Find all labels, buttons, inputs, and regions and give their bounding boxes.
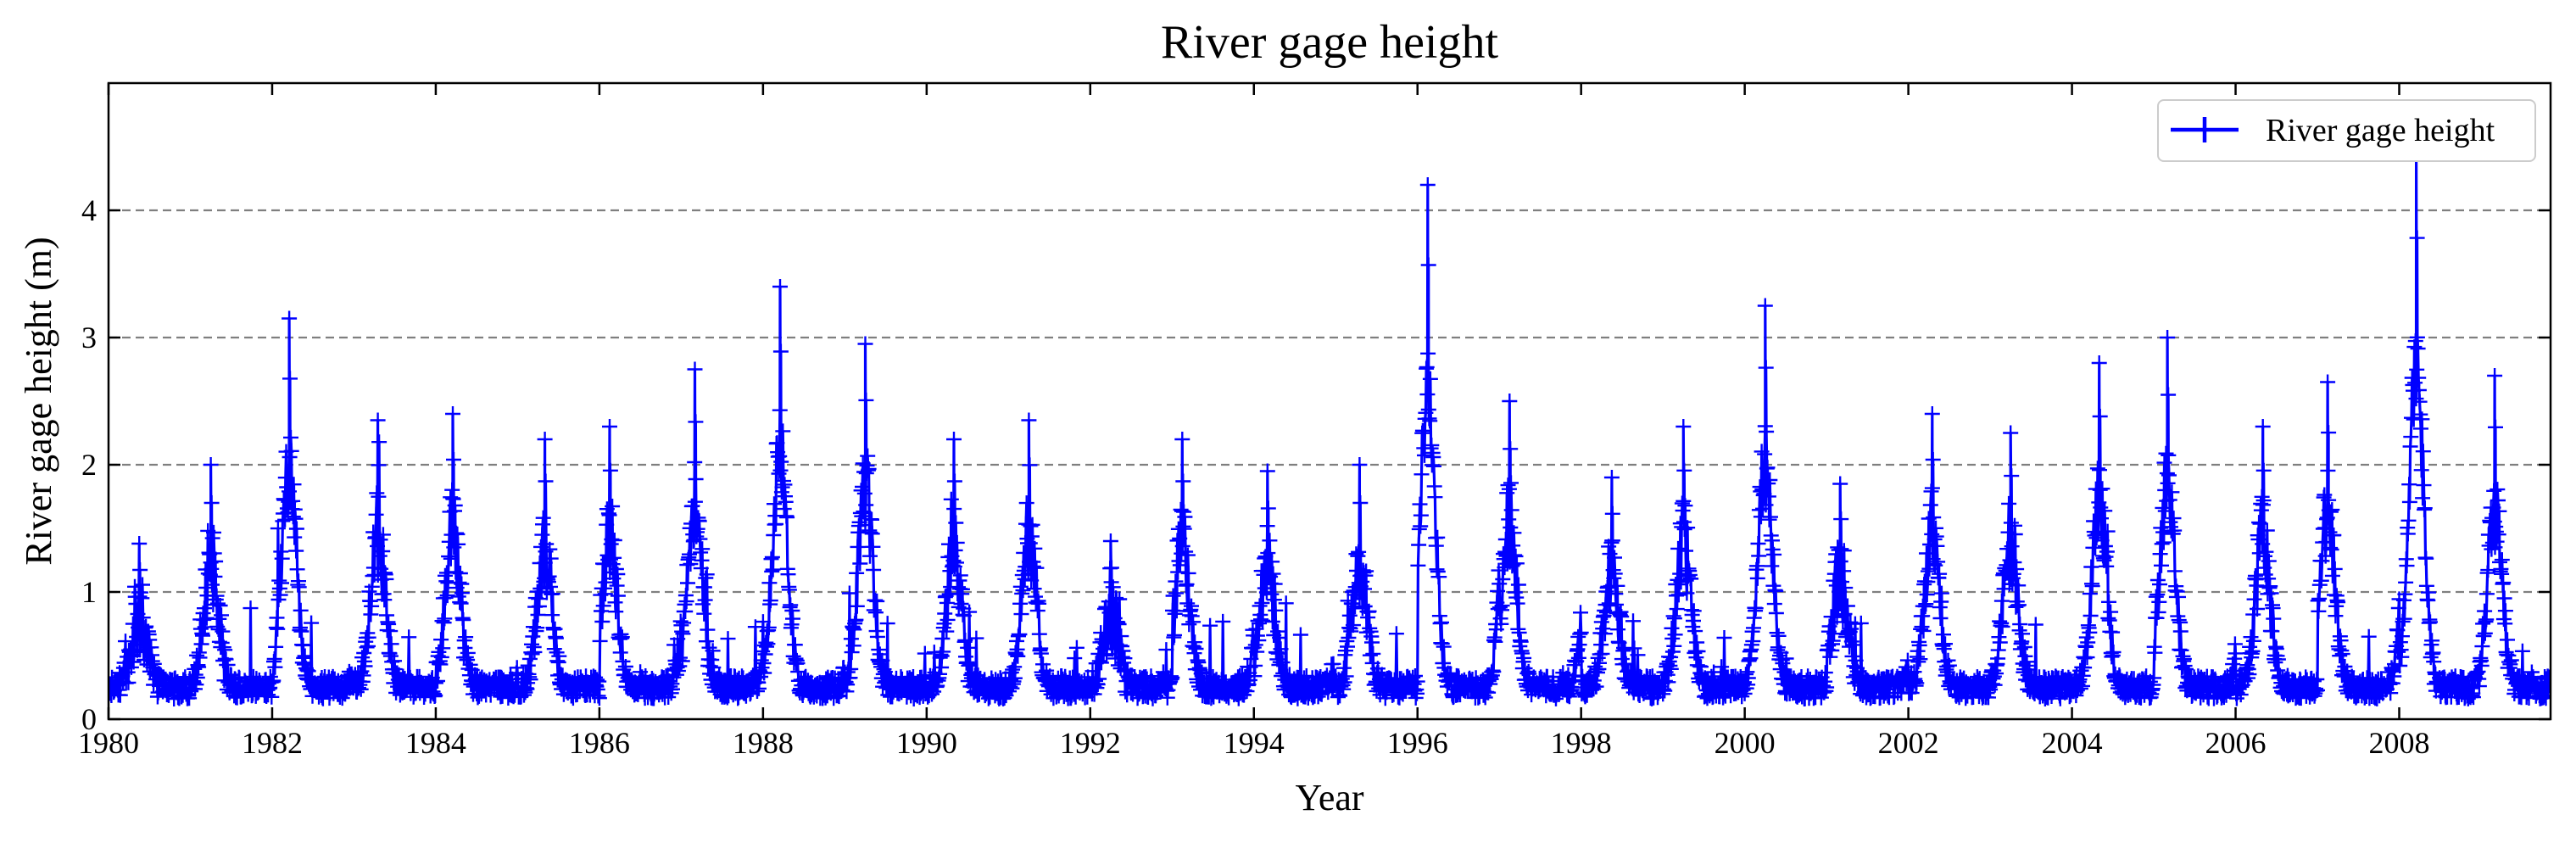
x-tick-label: 1998 <box>1551 726 1612 760</box>
y-tick-label: 1 <box>81 575 97 609</box>
plot-frame <box>107 81 2552 721</box>
y-tick-label: 3 <box>81 321 97 355</box>
legend: River gage height <box>2157 99 2536 162</box>
x-tick-label: 2006 <box>2205 726 2267 760</box>
x-tick-label: 1986 <box>569 726 630 760</box>
x-tick-label: 2002 <box>1878 726 1939 760</box>
x-axis-label: Year <box>1295 777 1363 818</box>
plot-area <box>109 145 2551 706</box>
legend-box <box>2157 99 2536 162</box>
y-tick-label: 0 <box>81 702 97 736</box>
grid-layer <box>109 209 2551 594</box>
x-tick-label: 2008 <box>2369 726 2430 760</box>
x-tick-label: 1980 <box>78 726 139 760</box>
y-axis-label: River gage height (m) <box>18 237 59 565</box>
chart-title: River gage height <box>1161 16 1499 69</box>
series-markers <box>109 145 2551 706</box>
x-tick-label: 2000 <box>1715 726 1776 760</box>
x-tick-label: 1984 <box>405 726 466 760</box>
x-tick-label: 1982 <box>242 726 303 760</box>
x-tick-label: 1988 <box>733 726 794 760</box>
x-tick-label: 2004 <box>2042 726 2103 760</box>
x-tick-label: 1992 <box>1060 726 1121 760</box>
y-tick-label: 4 <box>81 193 97 227</box>
tick-layer: 0 1 2 3 4 1980 1982 1984 1986 1988 1990 1992 1994 199… <box>78 83 2551 760</box>
legend-entry-label: River gage height <box>2266 113 2495 148</box>
x-tick-label: 1996 <box>1387 726 1448 760</box>
y-tick-label: 2 <box>81 448 97 482</box>
series-layer <box>109 145 2551 706</box>
x-tick-label: 1990 <box>896 726 957 760</box>
x-tick-label: 1994 <box>1224 726 1285 760</box>
